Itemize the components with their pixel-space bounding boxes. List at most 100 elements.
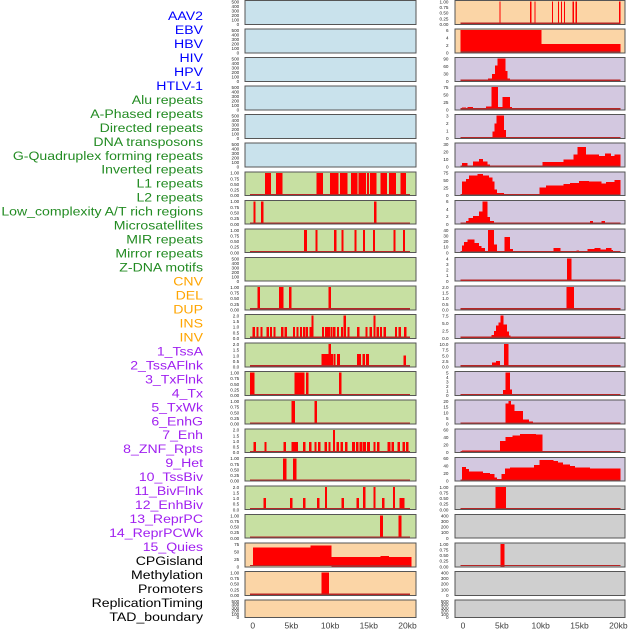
svg-text:90: 90 xyxy=(443,57,449,62)
svg-text:4: 4 xyxy=(446,207,449,212)
svg-text:300: 300 xyxy=(232,37,240,42)
svg-text:0.50: 0.50 xyxy=(230,382,239,387)
svg-text:0: 0 xyxy=(237,22,240,27)
svg-text:0.50: 0.50 xyxy=(440,11,449,16)
svg-text:6_EnhG: 6_EnhG xyxy=(151,414,203,428)
svg-text:HIV: HIV xyxy=(180,51,204,65)
svg-text:25: 25 xyxy=(443,186,449,191)
svg-text:0.25: 0.25 xyxy=(230,216,239,221)
svg-text:100: 100 xyxy=(232,17,240,22)
svg-text:200: 200 xyxy=(441,582,449,587)
svg-text:0.0: 0.0 xyxy=(233,336,240,341)
svg-text:300: 300 xyxy=(232,123,240,128)
svg-text:0.25: 0.25 xyxy=(440,16,449,21)
svg-text:0.25: 0.25 xyxy=(230,245,239,250)
svg-text:20: 20 xyxy=(443,150,449,155)
svg-text:1: 1 xyxy=(446,273,449,278)
svg-text:7_Enh: 7_Enh xyxy=(162,428,203,442)
svg-text:100: 100 xyxy=(232,612,240,617)
svg-text:200: 200 xyxy=(232,127,240,132)
svg-text:300: 300 xyxy=(232,605,240,610)
svg-text:5.0: 5.0 xyxy=(442,353,449,358)
svg-text:14_ReprPCWk: 14_ReprPCWk xyxy=(109,526,203,540)
svg-text:1.0: 1.0 xyxy=(233,496,240,501)
svg-text:0.5: 0.5 xyxy=(233,330,240,335)
svg-text:20: 20 xyxy=(443,443,449,448)
svg-text:2.5: 2.5 xyxy=(442,359,449,364)
svg-text:1.0: 1.0 xyxy=(233,353,240,358)
svg-text:2.0: 2.0 xyxy=(233,485,240,490)
svg-text:400: 400 xyxy=(232,118,240,123)
svg-text:1.00: 1.00 xyxy=(230,199,239,204)
svg-text:7.5: 7.5 xyxy=(442,314,449,319)
svg-text:4_Tx: 4_Tx xyxy=(172,386,204,400)
svg-text:2: 2 xyxy=(446,384,449,389)
svg-text:2: 2 xyxy=(446,43,449,48)
svg-text:15kb: 15kb xyxy=(570,621,589,630)
svg-text:3: 3 xyxy=(446,380,449,385)
svg-text:60: 60 xyxy=(443,456,449,461)
svg-text:10_TssBiv: 10_TssBiv xyxy=(139,470,204,484)
svg-text:0: 0 xyxy=(237,279,240,284)
svg-text:0: 0 xyxy=(446,536,449,541)
svg-text:100: 100 xyxy=(441,530,449,535)
svg-text:0: 0 xyxy=(237,79,240,84)
svg-text:1.00: 1.00 xyxy=(440,0,449,4)
svg-text:1: 1 xyxy=(446,389,449,394)
svg-text:3: 3 xyxy=(446,114,449,119)
svg-text:0.25: 0.25 xyxy=(230,188,239,193)
svg-text:Directed repeats: Directed repeats xyxy=(100,121,204,135)
svg-text:200: 200 xyxy=(232,609,240,614)
svg-text:11_BivFlnk: 11_BivFlnk xyxy=(134,484,203,498)
svg-text:5.0: 5.0 xyxy=(442,321,449,326)
svg-text:0: 0 xyxy=(237,564,240,569)
svg-text:10kb: 10kb xyxy=(531,621,550,630)
svg-text:DUP: DUP xyxy=(173,302,203,316)
svg-text:300: 300 xyxy=(232,66,240,71)
svg-text:0.50: 0.50 xyxy=(230,525,239,530)
svg-text:HBV: HBV xyxy=(174,37,203,51)
svg-text:100: 100 xyxy=(232,103,240,108)
svg-text:0: 0 xyxy=(446,450,449,455)
svg-text:0.50: 0.50 xyxy=(440,553,449,558)
svg-text:5_TxWk: 5_TxWk xyxy=(151,400,203,414)
svg-text:9_Het: 9_Het xyxy=(165,456,203,470)
svg-text:6: 6 xyxy=(446,28,449,33)
svg-text:2: 2 xyxy=(446,121,449,126)
svg-text:2.0: 2.0 xyxy=(233,428,240,433)
svg-text:40: 40 xyxy=(443,464,449,469)
svg-text:300: 300 xyxy=(441,519,449,524)
svg-text:100: 100 xyxy=(232,75,240,80)
svg-text:0.75: 0.75 xyxy=(230,376,239,381)
svg-text:1.00: 1.00 xyxy=(230,285,239,290)
svg-text:400: 400 xyxy=(441,570,449,575)
svg-text:0.25: 0.25 xyxy=(230,473,239,478)
svg-text:0: 0 xyxy=(446,193,449,198)
svg-text:200: 200 xyxy=(232,156,240,161)
svg-text:1.5: 1.5 xyxy=(233,490,240,495)
svg-text:15_Quies: 15_Quies xyxy=(143,540,204,554)
svg-text:25: 25 xyxy=(443,100,449,105)
svg-text:0.75: 0.75 xyxy=(230,576,239,581)
svg-text:0.5: 0.5 xyxy=(442,302,449,307)
svg-text:EBV: EBV xyxy=(175,23,203,37)
svg-text:0.75: 0.75 xyxy=(440,490,449,495)
svg-text:25: 25 xyxy=(234,557,240,562)
svg-text:60: 60 xyxy=(443,428,449,433)
svg-text:20kb: 20kb xyxy=(609,621,628,630)
svg-text:0: 0 xyxy=(446,479,449,484)
svg-text:0.75: 0.75 xyxy=(230,205,239,210)
svg-text:100: 100 xyxy=(232,274,240,279)
svg-text:0.25: 0.25 xyxy=(230,416,239,421)
svg-text:0.75: 0.75 xyxy=(230,176,239,181)
svg-text:ReplicationTiming: ReplicationTiming xyxy=(92,596,203,610)
svg-text:0.00: 0.00 xyxy=(230,422,239,427)
svg-text:0.00: 0.00 xyxy=(440,564,449,569)
svg-text:40: 40 xyxy=(443,435,449,440)
svg-text:0: 0 xyxy=(446,422,449,427)
svg-text:0.50: 0.50 xyxy=(230,211,239,216)
svg-text:0.5: 0.5 xyxy=(233,502,240,507)
svg-text:500: 500 xyxy=(232,0,240,4)
svg-text:60: 60 xyxy=(443,64,449,69)
svg-text:200: 200 xyxy=(232,42,240,47)
